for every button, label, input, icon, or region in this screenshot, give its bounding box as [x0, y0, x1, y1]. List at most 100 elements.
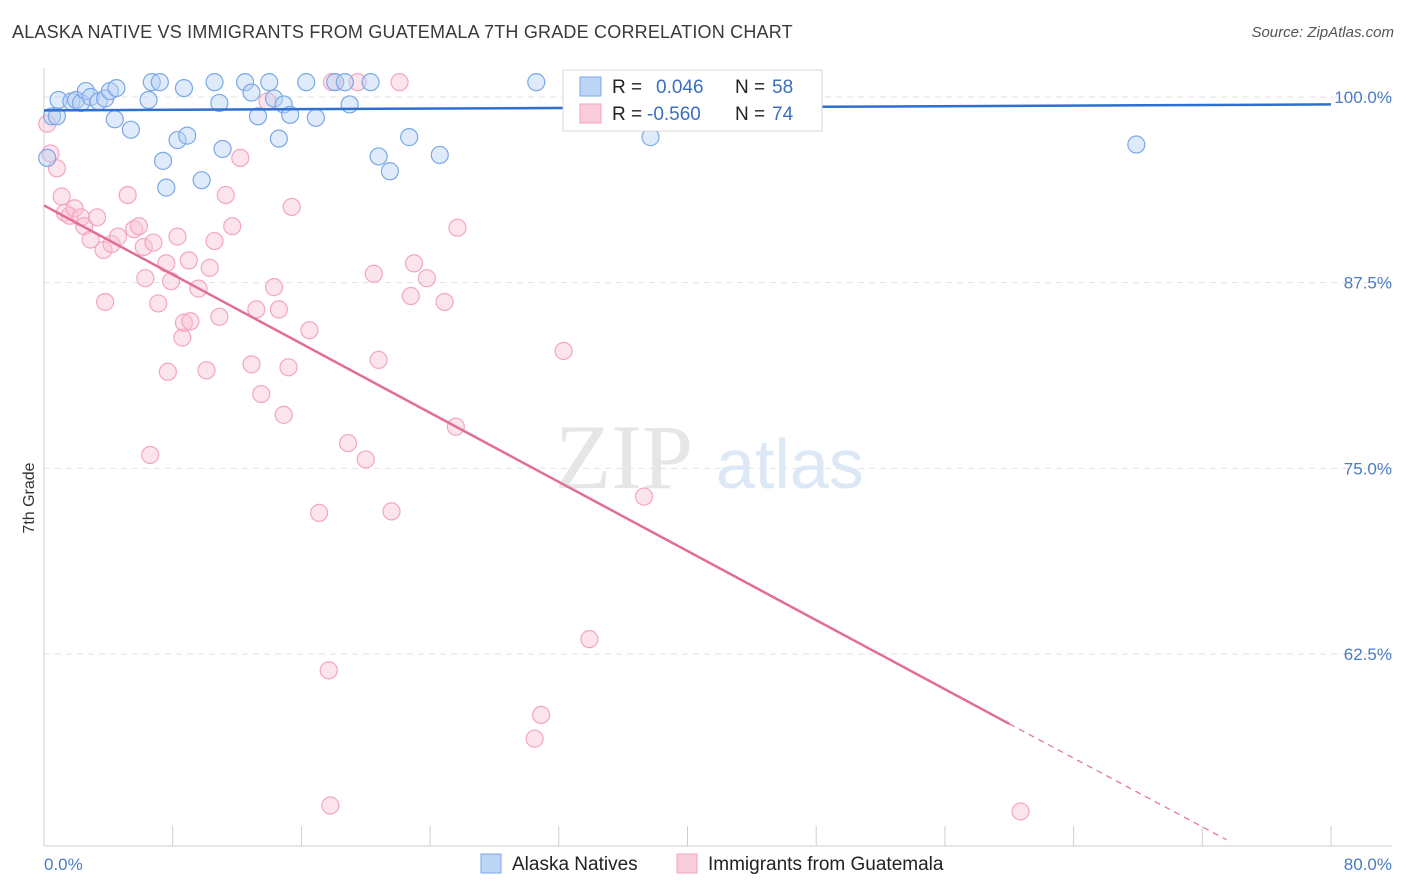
data-point — [158, 362, 177, 381]
data-point — [168, 227, 187, 246]
data-point — [213, 139, 232, 159]
data-point — [306, 108, 325, 127]
x-tick-label-min: 0.0% — [44, 855, 83, 874]
bottom-legend-alaska: Alaska Natives — [512, 854, 638, 875]
legend-r-value-1: 0.046 — [656, 77, 704, 98]
data-point — [525, 729, 544, 748]
data-point — [96, 292, 115, 312]
data-point — [247, 300, 266, 319]
y-tick-label: 87.5% — [1344, 274, 1392, 293]
data-point — [264, 278, 284, 297]
data-point — [149, 294, 168, 313]
data-point — [380, 162, 399, 181]
data-point — [139, 90, 158, 110]
data-point — [134, 237, 153, 257]
data-point — [124, 220, 144, 239]
data-point — [382, 502, 401, 521]
data-point — [76, 81, 95, 101]
data-point — [430, 145, 449, 165]
data-point — [269, 129, 288, 148]
bottom-legend-swatch-guatemala — [676, 853, 698, 874]
trend-line-guatemala — [43, 204, 1010, 725]
data-point — [400, 128, 419, 147]
data-point — [200, 258, 219, 277]
data-point — [448, 218, 467, 237]
data-point — [235, 73, 255, 92]
legend-r-label-1: R = — [612, 77, 642, 98]
data-point — [105, 110, 124, 129]
data-point — [297, 73, 316, 92]
data-point — [174, 78, 194, 98]
data-point — [1011, 802, 1030, 821]
data-point — [65, 199, 84, 218]
data-point — [248, 107, 268, 126]
data-point — [356, 450, 375, 469]
data-point — [417, 269, 436, 288]
watermark-zip: ZIP — [555, 406, 693, 508]
data-point — [401, 286, 420, 306]
data-point — [364, 264, 383, 283]
watermark: ZIP atlas — [555, 406, 864, 508]
data-point — [192, 171, 211, 190]
data-point — [179, 251, 198, 270]
data-point — [144, 233, 163, 252]
data-point — [231, 148, 250, 167]
data-point — [634, 487, 654, 506]
data-point — [242, 355, 261, 374]
y-tick-label: 75.0% — [1344, 459, 1392, 478]
data-point — [554, 341, 573, 361]
y-axis-label: 7th Grade — [21, 462, 38, 533]
data-point — [178, 126, 197, 145]
axes: 100.0% 87.5% 75.0% 62.5% 0.0% 80.0% — [43, 68, 1392, 874]
data-point — [42, 107, 62, 126]
data-point — [181, 312, 200, 331]
data-point — [107, 78, 126, 98]
data-point — [118, 185, 137, 205]
legend-swatch-guatemala — [579, 103, 602, 124]
data-point — [129, 217, 149, 236]
bottom-legend-swatch-alaska — [480, 853, 502, 874]
data-point — [282, 197, 301, 217]
source-label: Source: ZipAtlas.com — [1251, 24, 1394, 41]
legend-n-value-2: 74 — [772, 104, 794, 125]
data-point — [326, 73, 345, 92]
data-point — [150, 73, 169, 92]
data-point — [319, 661, 338, 680]
data-point — [161, 272, 181, 291]
legend-r-label-2: R = — [612, 104, 642, 125]
data-point — [210, 93, 229, 113]
data-point — [216, 185, 235, 205]
data-point — [369, 350, 388, 370]
data-point — [274, 405, 293, 424]
legend-n-label-2: N = — [735, 104, 765, 125]
data-point — [532, 705, 551, 724]
data-point — [260, 73, 279, 92]
data-point — [527, 73, 546, 92]
data-point — [252, 384, 271, 404]
data-point — [281, 105, 300, 124]
data-point — [279, 358, 298, 377]
y-tick-label: 62.5% — [1344, 645, 1392, 664]
data-point — [242, 83, 261, 102]
legend-n-label-1: N = — [735, 77, 765, 98]
data-point — [435, 292, 454, 312]
data-point — [205, 231, 224, 251]
legend-r-value-2: -0.560 — [647, 104, 701, 125]
trend-line-guatemala-extension — [1008, 723, 1227, 841]
data-point — [264, 89, 284, 108]
data-point — [348, 73, 367, 92]
data-point — [404, 254, 424, 273]
data-point — [52, 187, 71, 206]
data-point — [136, 269, 155, 288]
data-point — [335, 73, 354, 92]
data-point — [174, 313, 194, 332]
chart-title: ALASKA NATIVE VS IMMIGRANTS FROM GUATEMA… — [12, 22, 793, 42]
gridlines — [44, 96, 1392, 655]
data-point — [87, 208, 107, 227]
legend-n-value-1: 58 — [772, 77, 793, 98]
legend-swatch-alaska — [579, 76, 602, 97]
data-point — [121, 120, 140, 139]
data-point — [340, 95, 359, 114]
series-immigrants-points — [38, 73, 1030, 821]
y-tick-label: 100.0% — [1334, 88, 1392, 107]
